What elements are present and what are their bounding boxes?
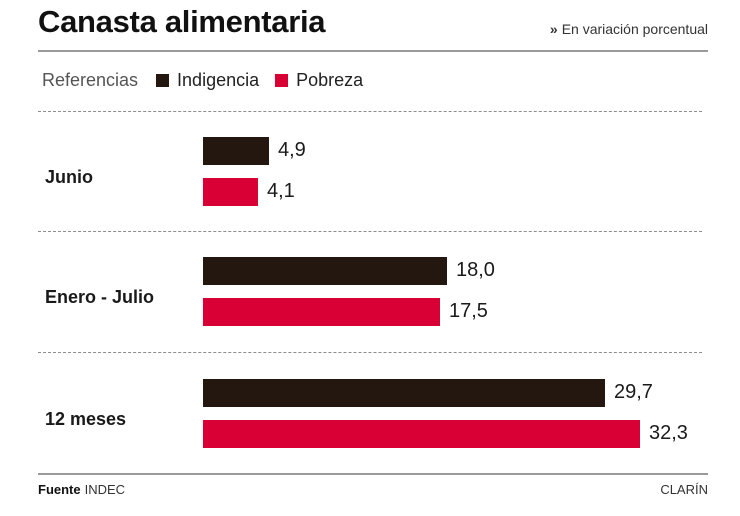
legend-item-indigencia: Indigencia bbox=[156, 70, 259, 91]
credit: CLARÍN bbox=[660, 482, 708, 497]
source-label: Fuente bbox=[38, 482, 81, 497]
separator bbox=[38, 231, 702, 232]
legend: Referencias Indigencia Pobreza bbox=[42, 70, 379, 91]
legend-title: Referencias bbox=[42, 70, 139, 90]
bottom-rule bbox=[38, 473, 708, 475]
bar-indigencia bbox=[203, 379, 605, 407]
category-label: Enero - Julio bbox=[45, 287, 155, 307]
legend-label-pobreza: Pobreza bbox=[296, 70, 364, 90]
category-label: 12 meses bbox=[45, 409, 127, 429]
data-label: 4,1 bbox=[267, 180, 295, 202]
data-label: 17,5 bbox=[449, 300, 488, 322]
data-label: 4,9 bbox=[278, 139, 306, 161]
data-label: 18,0 bbox=[456, 259, 495, 281]
source-value: INDEC bbox=[84, 482, 126, 497]
data-label: 29,7 bbox=[614, 381, 653, 403]
category-label: Junio bbox=[45, 167, 93, 187]
bar-indigencia bbox=[203, 257, 447, 285]
separator bbox=[38, 111, 702, 112]
subtitle-marker: » bbox=[549, 21, 558, 37]
subtitle-text: En variación porcentual bbox=[561, 21, 708, 37]
separator bbox=[38, 352, 702, 353]
bar-pobreza bbox=[203, 420, 640, 448]
data-label: 32,3 bbox=[649, 422, 688, 444]
legend-swatch-pobreza bbox=[275, 74, 289, 87]
top-rule bbox=[38, 50, 708, 52]
legend-item-pobreza: Pobreza bbox=[275, 70, 363, 91]
chart-title: Canasta alimentaria bbox=[38, 4, 326, 39]
bar-indigencia bbox=[203, 137, 269, 165]
legend-swatch-indigencia bbox=[156, 74, 170, 87]
source-note: Fuente INDEC bbox=[38, 482, 125, 497]
chart-subtitle: » En variación porcentual bbox=[550, 21, 708, 37]
bar-pobreza bbox=[203, 298, 440, 326]
legend-label-indigencia: Indigencia bbox=[177, 70, 260, 90]
bar-pobreza bbox=[203, 178, 258, 206]
